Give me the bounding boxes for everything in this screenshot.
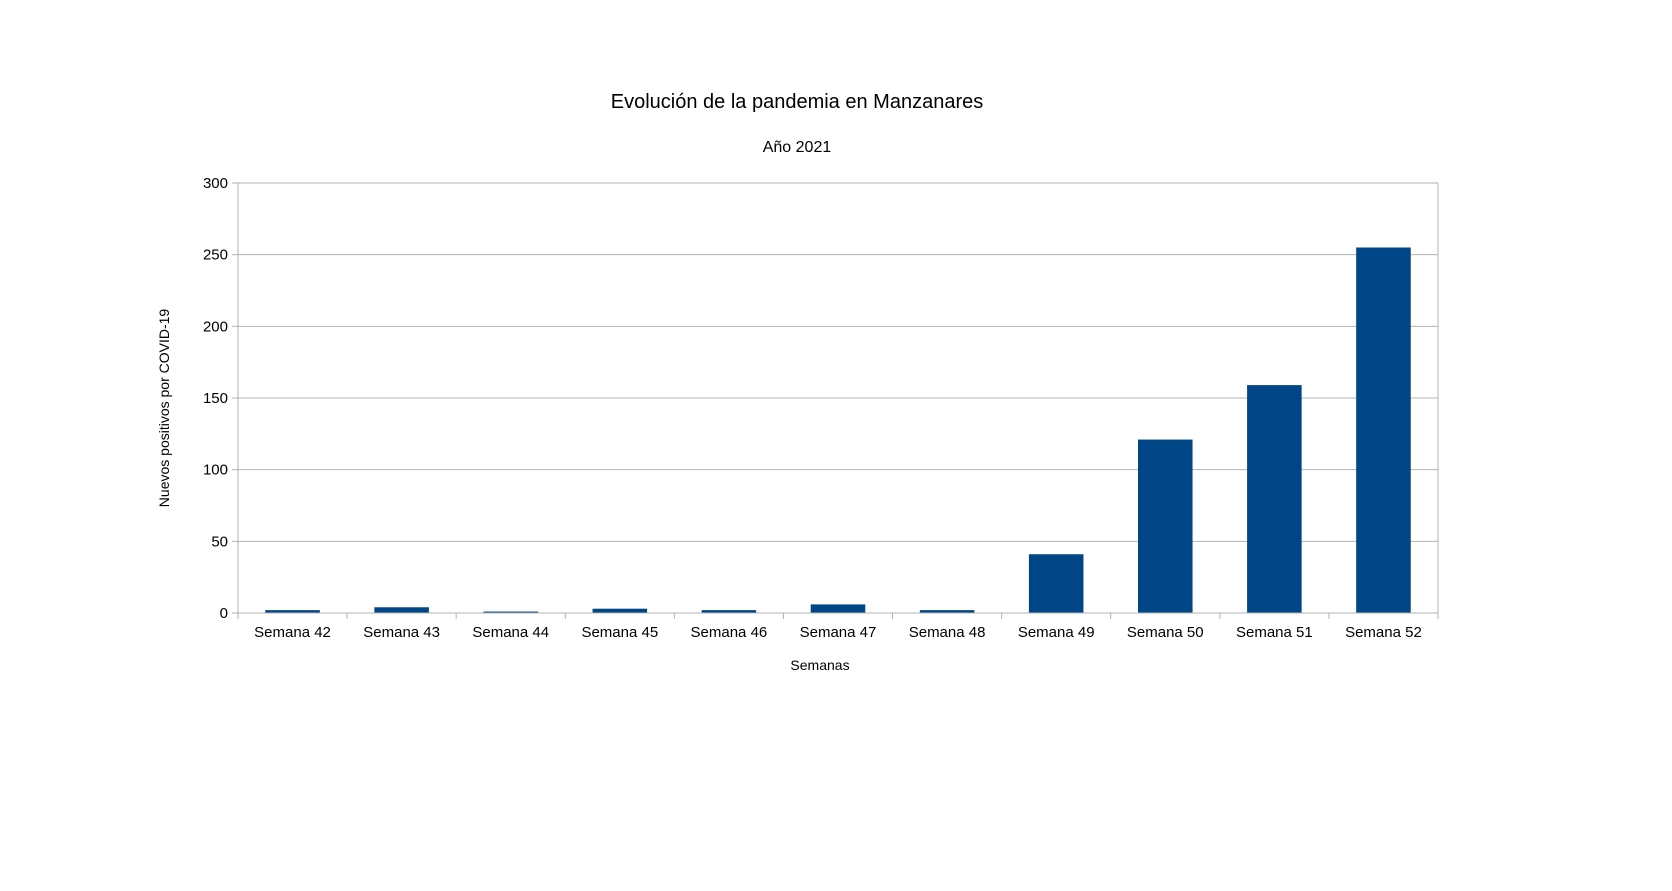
bar [265, 610, 320, 613]
x-tick-label: Semana 50 [1127, 624, 1204, 641]
y-tick-label: 150 [203, 390, 228, 407]
x-tick-label: Semana 52 [1345, 624, 1422, 641]
y-tick-label: 0 [220, 605, 228, 622]
x-tick-label: Semana 45 [581, 624, 658, 641]
bar [1138, 439, 1193, 613]
bar [1356, 247, 1411, 613]
x-tick-label: Semana 43 [363, 624, 440, 641]
x-tick-label: Semana 47 [800, 624, 877, 641]
x-tick-label: Semana 42 [254, 624, 331, 641]
x-tick-label: Semana 46 [691, 624, 768, 641]
bar [919, 610, 975, 613]
y-tick-label: 50 [211, 533, 228, 550]
bar [701, 610, 757, 613]
x-tick-label: Semana 44 [472, 624, 549, 641]
x-tick-label: Semana 49 [1018, 624, 1095, 641]
chart-subtitle: Año 2021 [763, 139, 832, 156]
y-tick-label: 300 [203, 175, 228, 192]
y-axis-title: Nuevos positivos por COVID-19 [156, 309, 172, 508]
bar [483, 611, 538, 613]
bars [265, 247, 1411, 613]
x-tick-label: Semana 48 [909, 624, 986, 641]
x-tick-labels: Semana 42 Semana 43 Semana 44 Semana 45 Sema… [237, 613, 1439, 641]
x-tick-label: Semana 51 [1236, 624, 1313, 641]
axes [237, 182, 1439, 614]
bar [810, 604, 866, 613]
y-tick-label: 250 [203, 247, 228, 264]
chart-title: Evolución de la pandemia en Manzanares [611, 91, 983, 113]
bar [1247, 385, 1302, 613]
bar [1028, 554, 1084, 613]
y-tick-label: 200 [203, 318, 228, 335]
bar [374, 607, 429, 613]
y-tick-labels: 0 50 100 150 200 250 300 [203, 175, 238, 622]
x-axis-title: Semanas [790, 657, 849, 673]
bar [592, 608, 648, 613]
y-tick-label: 100 [203, 462, 228, 479]
